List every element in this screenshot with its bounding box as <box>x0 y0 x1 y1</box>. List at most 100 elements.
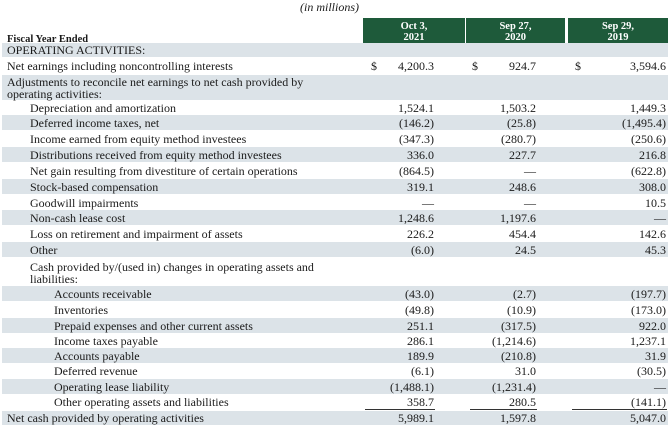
value-2021: 5,989.1 <box>398 411 434 425</box>
column-header-year: 2021 <box>403 32 425 43</box>
value-2021: 251.1 <box>407 319 434 333</box>
value-2021: (43.0) <box>405 287 434 301</box>
value-2021: (6.0) <box>411 243 434 257</box>
value-2019: 45.3 <box>645 243 666 257</box>
value-2020: 1,597.8 <box>500 411 536 425</box>
table-row: Depreciation and amortization 1,524.1 1,50… <box>2 100 668 115</box>
changes-label-line2: liabilities: <box>30 272 78 286</box>
changes-label-line1: Cash provided by/(used in) changes in op… <box>30 260 314 274</box>
value-2021: (49.8) <box>405 303 434 317</box>
value-2019: 31.9 <box>645 349 666 363</box>
value-2019: (141.1) <box>631 395 666 409</box>
table-row: Goodwill impairments — — 10.5 <box>2 195 668 210</box>
value-2019: 308.0 <box>639 180 666 194</box>
column-header-year: 2019 <box>607 32 629 43</box>
value-2019: — <box>654 380 666 394</box>
fiscal-year-label: Fiscal Year Ended <box>7 34 89 45</box>
value-2020: 31.0 <box>515 364 536 378</box>
value-2021: (146.2) <box>399 116 434 130</box>
table-row: Accounts receivable (43.0) (2.7) (197.7) <box>2 286 668 301</box>
table-row: Prepaid expenses and other current asset… <box>2 318 668 333</box>
column-header-2019: Sep 29, 2019 <box>568 18 668 45</box>
table-row: Stock-based compensation 319.1 248.6 308.0 <box>2 179 668 194</box>
value-2019: 10.5 <box>645 196 666 210</box>
currency-symbol: $ <box>575 59 581 73</box>
value-2019: (250.6) <box>631 132 666 146</box>
value-2021: (347.3) <box>399 132 434 146</box>
table-row: Other operating assets and liabilities 35… <box>2 394 668 409</box>
value-2019: 922.0 <box>639 319 666 333</box>
table-row: Operating lease liability (1,488.1) (1,231… <box>2 379 668 394</box>
row-label: Deferred revenue <box>54 364 138 378</box>
row-label: Deferred income taxes, net <box>30 116 160 130</box>
value-2020: 280.5 <box>509 395 536 409</box>
value-2021: (1,488.1) <box>390 380 434 394</box>
value-2019: 216.8 <box>639 148 666 162</box>
row-label: Prepaid expenses and other current asset… <box>54 319 253 333</box>
changes-header-row: Cash provided by/(used in) changes in op… <box>2 260 668 285</box>
value-2019: (622.8) <box>631 164 666 178</box>
column-header-year: 2020 <box>505 32 526 43</box>
value-2019: (30.5) <box>637 364 666 378</box>
adjustments-label-line1: Adjustments to reconcile net earnings to… <box>7 75 304 89</box>
value-2020: 227.7 <box>509 148 536 162</box>
value-2020: — <box>524 164 536 178</box>
value-2019: 1,237.1 <box>630 334 666 348</box>
row-label: Loss on retirement and impairment of ass… <box>30 227 243 241</box>
value-2021: 319.1 <box>407 180 434 194</box>
value-2021: 336.0 <box>407 148 434 162</box>
row-label: Income earned from equity method investe… <box>30 132 247 146</box>
value-2019: (197.7) <box>631 287 666 301</box>
currency-symbol: $ <box>472 59 478 73</box>
row-label: Goodwill impairments <box>30 196 139 210</box>
row-label: Net cash provided by operating activitie… <box>7 411 204 425</box>
value-2021: 4,200.3 <box>398 59 434 73</box>
value-2019: 1,449.3 <box>630 101 666 115</box>
value-2021: 1,524.1 <box>398 101 434 115</box>
value-2020: 454.4 <box>509 227 536 241</box>
value-2020: (317.5) <box>501 319 536 333</box>
value-2021: 358.7 <box>407 395 434 409</box>
section-header-row: OPERATING ACTIVITIES: <box>2 43 668 57</box>
row-label: Net gain resulting from divestiture of c… <box>30 164 298 178</box>
value-2019: — <box>654 211 666 225</box>
row-label: Distributions received from equity metho… <box>30 148 282 162</box>
value-2020: 1,503.2 <box>500 101 536 115</box>
net-cash-row: Net cash provided by operating activitie… <box>2 411 668 425</box>
value-2019: 5,047.0 <box>630 411 666 425</box>
table-row: Income taxes payable 286.1 (1,214.6) 1,237.… <box>2 333 668 348</box>
value-2020: (210.8) <box>501 349 536 363</box>
value-2021: 189.9 <box>407 349 434 363</box>
row-label: Income taxes payable <box>54 334 158 348</box>
row-label: Net earnings including noncontrolling in… <box>7 59 233 73</box>
value-2020: (1,231.4) <box>492 380 536 394</box>
subtotal-rule <box>365 409 435 410</box>
value-2020: (1,214.6) <box>492 334 536 348</box>
value-2019: (1,495.4) <box>622 116 666 130</box>
value-2019: 3,594.6 <box>630 59 666 73</box>
value-2021: 1,248.6 <box>398 211 434 225</box>
value-2020: (280.7) <box>501 132 536 146</box>
column-header-date: Sep 29, <box>601 21 635 32</box>
subtotal-rule <box>572 409 667 410</box>
table-row: Distributions received from equity metho… <box>2 147 668 162</box>
row-label: Stock-based compensation <box>30 180 159 194</box>
currency-symbol: $ <box>371 59 377 73</box>
table-row: Other (6.0) 24.5 45.3 <box>2 242 668 257</box>
value-2020: 924.7 <box>509 59 536 73</box>
value-2019: (173.0) <box>631 303 666 317</box>
value-2020: 1,197.6 <box>500 211 536 225</box>
table-row: Loss on retirement and impairment of ass… <box>2 226 668 241</box>
value-2020: (10.9) <box>507 303 536 317</box>
table-row: Inventories (49.8) (10.9) (173.0) <box>2 302 668 317</box>
units-caption: (in millions) <box>300 0 359 14</box>
value-2020: 24.5 <box>515 243 536 257</box>
row-label: Inventories <box>54 303 108 317</box>
adjustments-label-line2: operating activities: <box>7 87 102 101</box>
table-row: Net gain resulting from divestiture of c… <box>2 163 668 178</box>
table-row: Accounts payable 189.9 (210.8) 31.9 <box>2 348 668 363</box>
row-label: Other <box>30 243 58 257</box>
row-label: Accounts receivable <box>54 287 152 301</box>
value-2021: (6.1) <box>411 364 434 378</box>
